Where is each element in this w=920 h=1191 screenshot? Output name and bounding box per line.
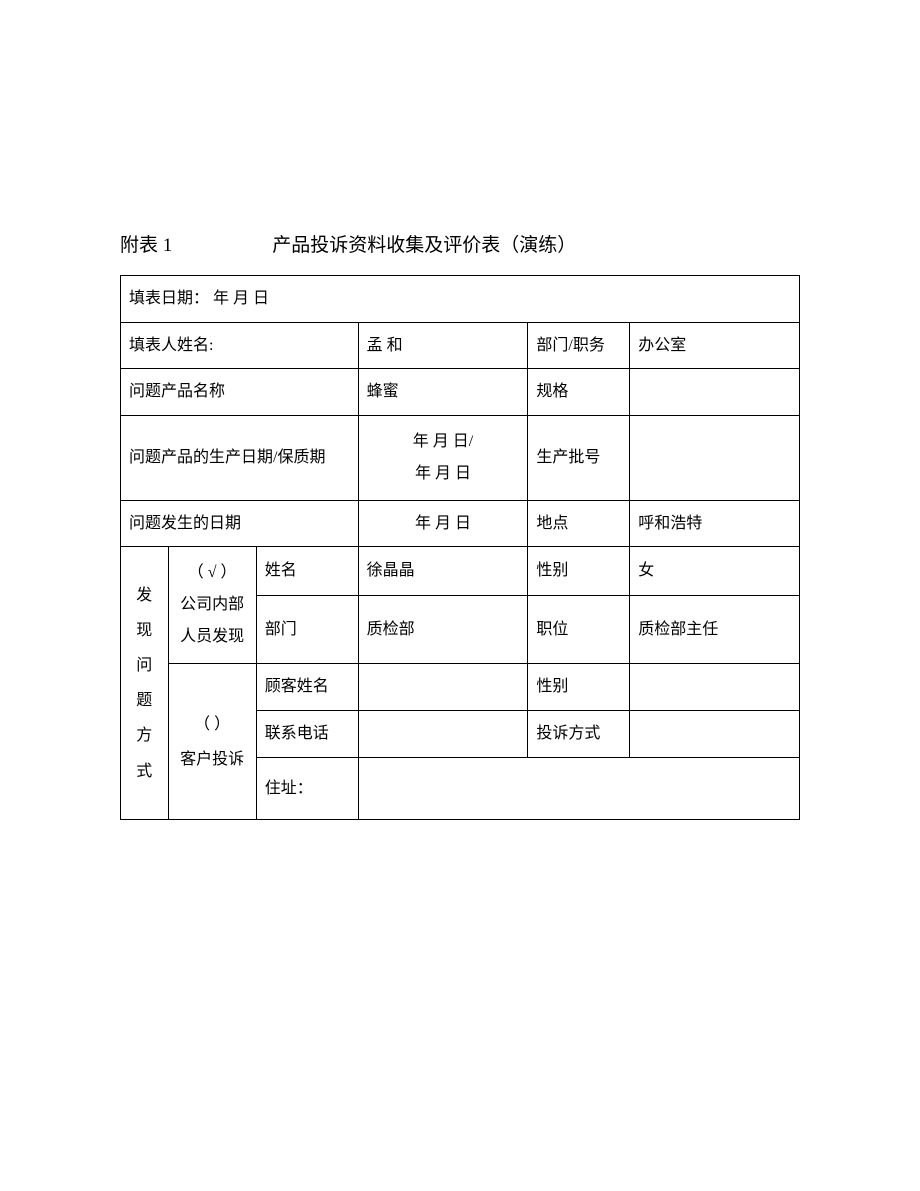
fill-date-label: 填表日期： 年 月 日 — [121, 276, 800, 323]
row-prod-date: 问题产品的生产日期/保质期 年 月 日/ 年 月 日 生产批号 — [121, 415, 800, 500]
internal-name-label: 姓名 — [256, 547, 358, 595]
internal-dept-value: 质检部 — [358, 595, 528, 664]
place-label: 地点 — [528, 500, 630, 547]
customer-phone-label: 联系电话 — [256, 710, 358, 757]
internal-gender-value: 女 — [630, 547, 800, 595]
internal-position-value: 质检部主任 — [630, 595, 800, 664]
complaint-form-table: 填表日期： 年 月 日 填表人姓名: 孟 和 部门/职务 办公室 问题产品名称 … — [120, 275, 800, 820]
customer-name-label: 顾客姓名 — [256, 664, 358, 711]
internal-dept-label: 部门 — [256, 595, 358, 664]
discovery-side-label: 发 现 问 题 方 式 — [121, 547, 169, 820]
customer-gender-value — [630, 664, 800, 711]
filler-name-label: 填表人姓名: — [121, 322, 359, 369]
row-internal-name: 发 现 问 题 方 式 （ √ ） 公司内部人员发现 姓名 徐晶晶 性别 女 — [121, 547, 800, 595]
customer-phone-value — [358, 710, 528, 757]
filler-dept-value: 办公室 — [630, 322, 800, 369]
row-fill-date: 填表日期： 年 月 日 — [121, 276, 800, 323]
internal-position-label: 职位 — [528, 595, 630, 664]
customer-complaint-label: 投诉方式 — [528, 710, 630, 757]
internal-name-value: 徐晶晶 — [358, 547, 528, 595]
prod-date-label: 问题产品的生产日期/保质期 — [121, 415, 359, 500]
spec-label: 规格 — [528, 369, 630, 416]
product-name-value: 蜂蜜 — [358, 369, 528, 416]
internal-gender-label: 性别 — [528, 547, 630, 595]
customer-address-label: 住址： — [256, 757, 358, 820]
customer-gender-label: 性别 — [528, 664, 630, 711]
customer-complaint-value — [630, 710, 800, 757]
issue-date-label: 问题发生的日期 — [121, 500, 359, 547]
product-name-label: 问题产品名称 — [121, 369, 359, 416]
row-customer-name: （ ） 客户投诉 顾客姓名 性别 — [121, 664, 800, 711]
row-issue-date: 问题发生的日期 年 月 日 地点 呼和浩特 — [121, 500, 800, 547]
row-product: 问题产品名称 蜂蜜 规格 — [121, 369, 800, 416]
batch-label: 生产批号 — [528, 415, 630, 500]
filler-name-value: 孟 和 — [358, 322, 528, 369]
customer-label: （ ） 客户投诉 — [168, 664, 256, 820]
issue-date-value: 年 月 日 — [358, 500, 528, 547]
document-title: 产品投诉资料收集及评价表（演练） — [272, 230, 576, 257]
prod-date-value: 年 月 日/ 年 月 日 — [358, 415, 528, 500]
place-value: 呼和浩特 — [630, 500, 800, 547]
filler-dept-label: 部门/职务 — [528, 322, 630, 369]
customer-name-value — [358, 664, 528, 711]
customer-address-value — [358, 757, 799, 820]
appendix-label: 附表 1 — [120, 230, 172, 257]
internal-label: （ √ ） 公司内部人员发现 — [168, 547, 256, 664]
batch-value — [630, 415, 800, 500]
document-header: 附表 1 产品投诉资料收集及评价表（演练） — [120, 230, 800, 257]
row-filler: 填表人姓名: 孟 和 部门/职务 办公室 — [121, 322, 800, 369]
spec-value — [630, 369, 800, 416]
